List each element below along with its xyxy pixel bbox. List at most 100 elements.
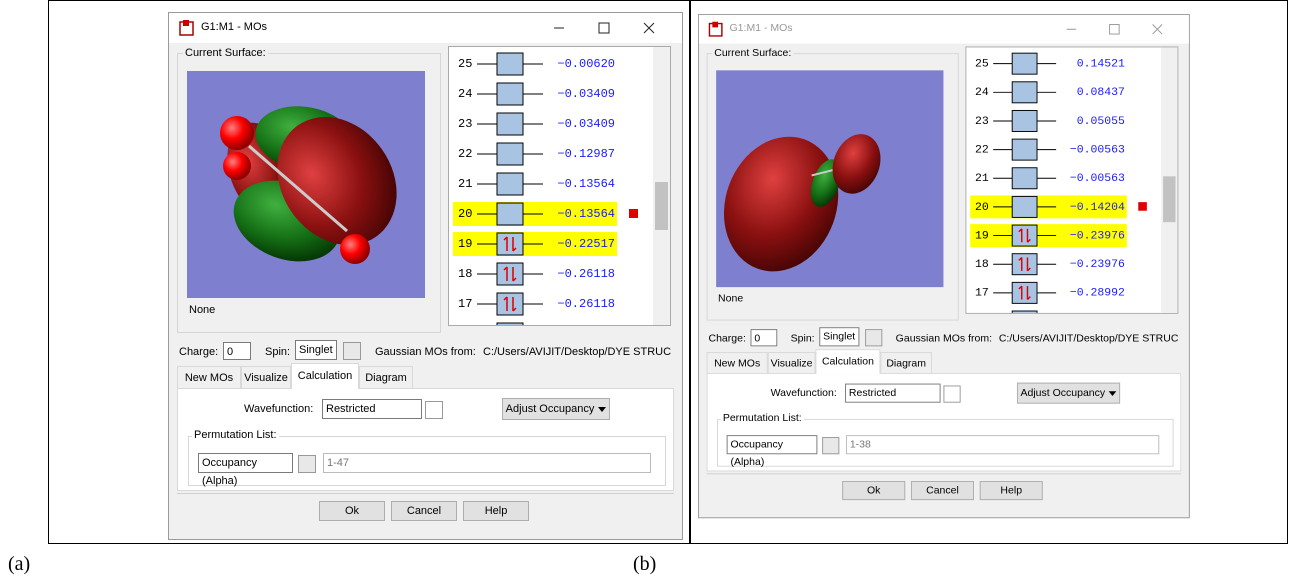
charge-input[interactable]: 0 [751,329,778,346]
surface-name: None [718,293,743,304]
level-box [497,263,523,285]
orbital-energy: −0.13564 [557,177,615,191]
permutation-input[interactable]: 1-38 [846,435,1159,454]
tab[interactable]: Visualize [768,352,816,373]
orbital-energy: 0.14521 [1077,57,1125,70]
panel-label: (a) [8,553,30,576]
orbital-energy: −0.23976 [1070,258,1125,271]
orbital-index: 17 [975,286,989,299]
orbital-row[interactable]: 19−0.23976 [966,224,1157,247]
charge-input[interactable]: 0 [223,342,251,360]
wavefunction-label: Wavefunction: [771,387,837,398]
source-label: Gaussian MOs from: [375,346,476,358]
dropdown-button[interactable] [822,437,839,454]
group-title: Permutation List: [721,412,804,423]
orbital-row[interactable]: 16−0.31249 [449,322,649,326]
dropdown-arrow [1109,391,1117,396]
tab[interactable]: Visualize [241,366,291,388]
orbital-row[interactable]: 22−0.00563 [966,138,1157,161]
spin-select[interactable]: Singlet [819,327,859,346]
orbital-row[interactable]: 16−0.38166 [966,310,1157,314]
orbital-row[interactable]: 21−0.00563 [966,167,1157,190]
tab[interactable]: New MOs [177,366,241,388]
orbital-row[interactable]: 20−0.13564 [449,202,649,226]
dropdown-button[interactable] [343,342,361,360]
dialog-button[interactable]: Help [980,481,1043,500]
icon-mark [712,22,718,28]
button-text: Adjust Occupancy [1020,387,1105,398]
orbital-energy: −0.14204 [1070,200,1125,213]
level-box [497,173,523,195]
level-box [497,83,523,105]
tab[interactable]: Calculation [291,363,359,389]
level-box [497,323,523,326]
dropdown-button[interactable] [298,455,316,473]
orbital-row[interactable]: 24 0.08437 [966,81,1157,104]
orbital-row[interactable]: 18−0.23976 [966,253,1157,276]
level-box [1012,282,1037,303]
orbital-list: 25−0.00620 24−0.03409 23−0.03409 22−0.12987… [448,46,671,326]
orbital-energy: −0.00563 [1070,172,1125,185]
orbital-index: 25 [458,57,472,71]
wavefunction-select[interactable]: Restricted [845,384,941,403]
tab[interactable]: Diagram [359,366,413,388]
dialog-button[interactable]: Ok [842,481,905,500]
dialog-button[interactable]: Help [463,501,529,521]
orbital-row[interactable]: 22−0.12987 [449,142,649,166]
group-title: Current Surface: [183,47,268,59]
scroll-thumb[interactable] [1163,176,1175,222]
dropdown-button[interactable] [943,385,960,402]
dropdown-button[interactable] [865,329,882,346]
adjust-occupancy-button[interactable]: Adjust Occupancy [1017,383,1120,404]
orbital-list: 250.14521 24 0.08437 230.05055 22−0.00563 21−… [965,46,1178,313]
level-box [1012,254,1037,275]
orbital-row[interactable]: 23−0.03409 [449,112,649,136]
dropdown-button[interactable] [425,401,443,419]
orbital-index: 20 [975,200,989,213]
orbital-row[interactable]: 19−0.22517 [449,232,649,256]
orbital-index: 24 [975,86,989,99]
orbital-level [993,224,1069,247]
orbital-row[interactable]: 20 −0.14204 [966,195,1157,218]
spin-select[interactable]: Singlet [295,340,337,360]
tab[interactable]: Calculation [815,349,880,374]
window-title: G1:M1 - MOs [201,21,267,33]
dialog-button[interactable]: Cancel [911,481,974,500]
tab[interactable]: Diagram [880,352,932,373]
dialog-button[interactable]: Cancel [391,501,457,521]
scroll-thumb[interactable] [655,182,668,230]
orbital-row[interactable]: 17−0.28992 [966,281,1157,304]
app-icon [179,20,195,36]
surface-view [716,70,943,287]
adjust-occupancy-button[interactable]: Adjust Occupancy [502,398,610,420]
orbital-energy: 0.05055 [1077,114,1125,127]
orbital-row[interactable]: 21−0.13564 [449,172,649,196]
permutation-type[interactable]: Occupancy (Alpha) [727,435,818,454]
orbital-index: 17 [458,297,472,311]
orbital-energy: −0.03409 [557,117,615,131]
dialog-button[interactable]: Ok [319,501,385,521]
level-box [497,143,523,165]
orbital-row[interactable]: 17−0.26118 [449,292,649,316]
orbital-row[interactable]: 25−0.00620 [449,52,649,76]
wavefunction-select[interactable]: Restricted [322,399,422,419]
orbital-level [993,81,1069,104]
orbital-energy: 0.08437 [1077,86,1125,99]
selected-marker [629,209,638,218]
window-controls[interactable] [1046,15,1189,44]
orbital-energy: −0.23976 [1070,229,1125,242]
orbital-level [477,172,557,196]
permutation-input[interactable]: 1-47 [323,453,651,473]
orbital-energy: −0.12987 [557,147,615,161]
window-controls[interactable] [532,13,682,43]
level-box [1012,139,1037,160]
button-text: Adjust Occupancy [506,403,595,415]
orbital-row[interactable]: 24−0.03409 [449,82,649,106]
charge-label: Charge: [179,346,218,358]
tab[interactable]: New MOs [707,352,768,373]
permutation-type[interactable]: Occupancy (Alpha) [198,453,293,473]
orbital-row[interactable]: 18−0.26118 [449,262,649,286]
orbital-level [477,292,557,316]
